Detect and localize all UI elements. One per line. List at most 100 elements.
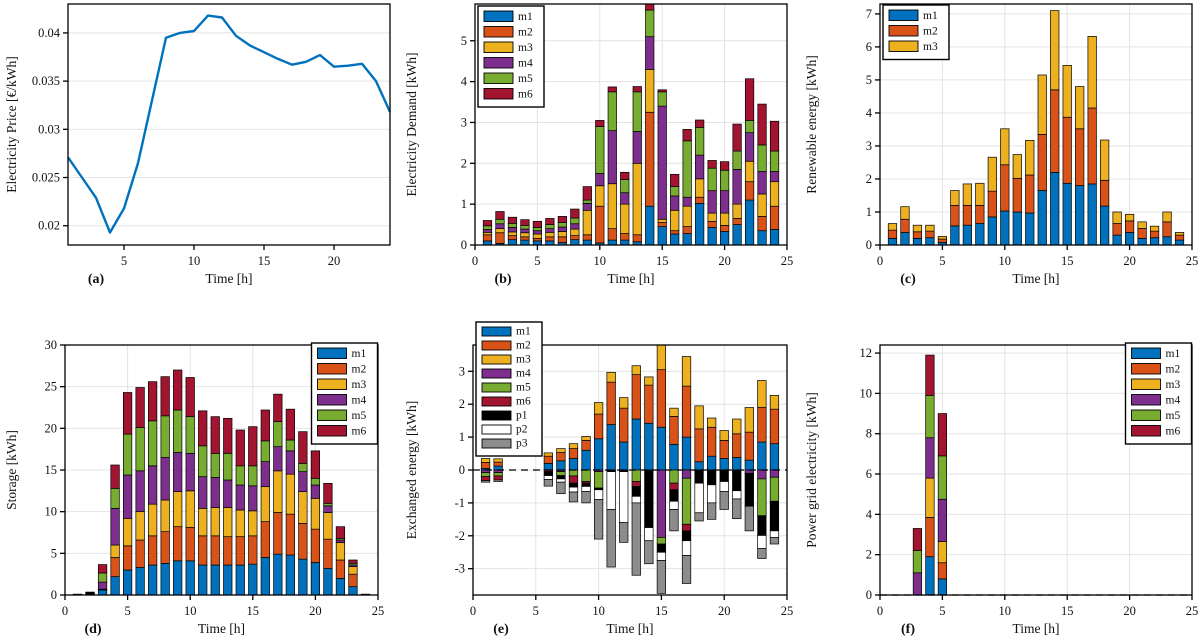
svg-text:5: 5 bbox=[51, 546, 57, 560]
svg-text:20: 20 bbox=[718, 604, 731, 618]
bar-hour-23 bbox=[348, 559, 358, 596]
svg-text:5: 5 bbox=[124, 604, 130, 618]
bar-hour-15 bbox=[657, 89, 667, 246]
bar-hour-4 bbox=[925, 224, 935, 246]
bar-hour-18 bbox=[285, 408, 295, 596]
svg-text:10: 10 bbox=[592, 604, 605, 618]
svg-text:m1: m1 bbox=[352, 348, 367, 360]
bar-hour-1 bbox=[482, 220, 493, 246]
svg-text:15: 15 bbox=[1061, 604, 1074, 618]
svg-text:m6: m6 bbox=[1166, 426, 1181, 438]
panel-tag: (c) bbox=[900, 272, 916, 287]
bar-hour-10 bbox=[595, 120, 605, 246]
bar-hour-5 bbox=[122, 392, 133, 596]
svg-text:10: 10 bbox=[999, 604, 1012, 618]
svg-text:0: 0 bbox=[461, 238, 467, 252]
chart-f-power-grid-electricity: 0 5 10 15 20 25 0 2 4 6 8 10 12 Time [h] (f) Power grid… bbox=[804, 342, 1198, 637]
svg-text:5: 5 bbox=[939, 254, 945, 268]
bar-hour-8 bbox=[568, 443, 579, 503]
chart-a-electricity-price: 5 10 15 20 0.02 0.025 0.03 0.035 0.04 Time [h] (a)… bbox=[4, 3, 392, 287]
bar-hour-7 bbox=[556, 448, 566, 495]
svg-text:5: 5 bbox=[939, 604, 945, 618]
bar-hour-21 bbox=[1137, 221, 1147, 246]
bar-hour-13 bbox=[223, 417, 233, 596]
svg-text:0: 0 bbox=[866, 238, 872, 252]
panel-e: 0 5 10 15 20 25 -3 -2 -1 0 1 2 3 Time [h] (e) Exchanged… bbox=[400, 321, 800, 642]
svg-text:25: 25 bbox=[372, 604, 385, 618]
svg-text:5: 5 bbox=[534, 254, 540, 268]
bar-hour-15 bbox=[1062, 65, 1072, 246]
bar-hour-13 bbox=[631, 365, 641, 576]
svg-text:15: 15 bbox=[247, 604, 260, 618]
svg-text:2: 2 bbox=[459, 397, 465, 411]
bar-hour-5 bbox=[532, 220, 543, 246]
bar-hour-22 bbox=[335, 526, 346, 596]
y-axis-label: Electricity Demand [kWh] bbox=[404, 53, 419, 197]
bar-hour-2 bbox=[493, 458, 503, 482]
bar-hour-3 bbox=[507, 216, 518, 246]
bar-hour-17 bbox=[682, 129, 692, 246]
bar-hour-9 bbox=[987, 156, 997, 246]
bar-hour-7 bbox=[148, 381, 158, 596]
bar-hour-14 bbox=[644, 376, 654, 565]
svg-text:20: 20 bbox=[328, 254, 341, 268]
bar-hour-20 bbox=[719, 430, 729, 510]
svg-text:5: 5 bbox=[866, 73, 872, 87]
chart-b-electricity-demand: 0 5 10 15 20 25 0 1 2 3 4 5 Time [h] (b) Electricity D… bbox=[404, 3, 794, 287]
y-axis-label: Storage [kWh] bbox=[4, 430, 19, 510]
svg-text:15: 15 bbox=[258, 254, 271, 268]
svg-text:p2: p2 bbox=[516, 424, 528, 436]
svg-text:m3: m3 bbox=[518, 42, 533, 54]
bar-hour-2 bbox=[900, 206, 910, 246]
bar-hour-11 bbox=[606, 371, 616, 568]
svg-text:-1: -1 bbox=[455, 496, 465, 510]
bar-hour-22 bbox=[744, 407, 754, 532]
x-axis-label: Time [h] bbox=[1012, 271, 1059, 286]
legend: m1 m2 m3 m4 m5 m6 bbox=[477, 5, 545, 108]
bar-hour-10 bbox=[185, 377, 195, 596]
svg-text:m1: m1 bbox=[1166, 348, 1181, 360]
svg-text:20: 20 bbox=[1123, 604, 1136, 618]
svg-text:m4: m4 bbox=[352, 395, 367, 407]
bar-hour-13 bbox=[632, 86, 642, 246]
bar-hour-15 bbox=[248, 426, 258, 596]
bar-hour-19 bbox=[707, 417, 717, 520]
bar-hour-23 bbox=[757, 380, 767, 559]
svg-text:25: 25 bbox=[781, 254, 794, 268]
svg-text:7: 7 bbox=[866, 7, 872, 21]
bar-hour-18 bbox=[694, 405, 704, 522]
svg-text:0: 0 bbox=[51, 588, 57, 602]
bar-hour-6 bbox=[135, 387, 145, 596]
bar-hour-9 bbox=[581, 436, 591, 504]
svg-text:6: 6 bbox=[866, 40, 872, 54]
bar-hour-6 bbox=[543, 452, 553, 487]
y-axis-label: Power grid electricity [kWh] bbox=[804, 392, 819, 548]
svg-text:m6: m6 bbox=[352, 426, 367, 438]
svg-text:0.02: 0.02 bbox=[38, 219, 60, 233]
svg-text:0: 0 bbox=[470, 604, 476, 618]
bar-hour-16 bbox=[260, 409, 270, 596]
bar-hour-18 bbox=[1100, 139, 1110, 246]
svg-text:0: 0 bbox=[877, 604, 883, 618]
svg-text:5: 5 bbox=[533, 604, 539, 618]
bar-hour-9 bbox=[582, 186, 592, 246]
svg-text:10: 10 bbox=[594, 254, 607, 268]
svg-text:10: 10 bbox=[999, 254, 1012, 268]
svg-text:15: 15 bbox=[655, 604, 668, 618]
bar-hour-2 bbox=[495, 211, 505, 246]
bar-hour-12 bbox=[620, 171, 630, 246]
y-axis-label: Exchanged energy [kWh] bbox=[404, 401, 419, 539]
svg-text:30: 30 bbox=[45, 338, 58, 352]
legend: m1 m2 m3 m4 m5 m6 p1 p2 p3 bbox=[475, 321, 543, 457]
svg-text:m4: m4 bbox=[518, 58, 533, 70]
svg-text:1: 1 bbox=[461, 197, 467, 211]
bar-hour-22 bbox=[1149, 225, 1160, 246]
bar-hour-8 bbox=[570, 208, 580, 246]
svg-text:5: 5 bbox=[461, 34, 467, 48]
svg-text:0.03: 0.03 bbox=[38, 122, 60, 136]
svg-text:3: 3 bbox=[866, 139, 872, 153]
bar-hour-4 bbox=[110, 464, 120, 596]
chart-c-renewable-energy: 0 5 10 15 20 25 0 1 2 3 4 5 6 7 Time [h] (c) Renewable e… bbox=[804, 3, 1198, 287]
svg-text:m3: m3 bbox=[516, 354, 531, 366]
svg-text:20: 20 bbox=[1123, 254, 1136, 268]
